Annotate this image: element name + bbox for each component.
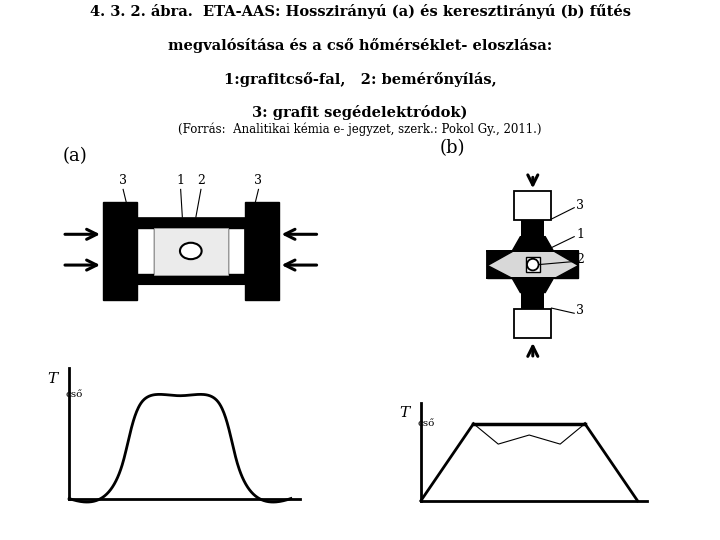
Text: 3: 3 — [576, 304, 584, 318]
Text: (a): (a) — [62, 147, 87, 165]
Text: (Forrás:  Analitikai kémia e- jegyzet, szerk.: Pokol Gy., 2011.): (Forrás: Analitikai kémia e- jegyzet, sz… — [179, 123, 541, 136]
Text: 2: 2 — [576, 253, 584, 266]
Polygon shape — [487, 251, 512, 265]
Text: 3: 3 — [119, 174, 127, 187]
Circle shape — [180, 243, 202, 259]
Bar — [514, 191, 552, 220]
Text: 3: grafit segédelektródok): 3: grafit segédelektródok) — [252, 105, 468, 120]
Text: megvalósítása és a cső hőmérséklet- eloszlása:: megvalósítása és a cső hőmérséklet- elos… — [168, 38, 552, 53]
Text: 1:grafitcső-fal,   2: bemérőnyílás,: 1:grafitcső-fal, 2: bemérőnyílás, — [224, 72, 496, 86]
Polygon shape — [487, 265, 512, 278]
Text: 4. 3. 2. ábra.  ETA-AAS: Hosszirányú (a) és keresztirányú (b) fűtés: 4. 3. 2. ábra. ETA-AAS: Hosszirányú (a) … — [89, 4, 631, 19]
Text: cső: cső — [66, 390, 84, 399]
Text: 3: 3 — [254, 174, 263, 187]
Text: (b): (b) — [440, 139, 465, 157]
Text: 2: 2 — [197, 174, 205, 187]
Bar — [153, 228, 228, 275]
Text: 1: 1 — [176, 174, 184, 187]
Bar — [228, 228, 245, 274]
Polygon shape — [554, 251, 578, 265]
Polygon shape — [554, 265, 578, 278]
Polygon shape — [512, 237, 554, 251]
Bar — [521, 293, 544, 309]
Polygon shape — [512, 278, 554, 293]
Bar — [137, 228, 153, 274]
Text: T: T — [399, 406, 409, 420]
Text: 3: 3 — [576, 199, 584, 212]
Text: T: T — [47, 372, 57, 386]
Bar — [526, 258, 540, 272]
Bar — [137, 218, 245, 284]
Bar — [137, 274, 245, 284]
Bar — [137, 218, 245, 228]
Bar — [521, 220, 544, 237]
Circle shape — [527, 259, 539, 271]
Bar — [487, 251, 578, 278]
Text: 1: 1 — [576, 228, 584, 241]
Text: cső: cső — [418, 419, 435, 428]
Bar — [487, 251, 578, 278]
Bar — [514, 309, 552, 338]
Bar — [245, 202, 279, 300]
Bar — [103, 202, 137, 300]
